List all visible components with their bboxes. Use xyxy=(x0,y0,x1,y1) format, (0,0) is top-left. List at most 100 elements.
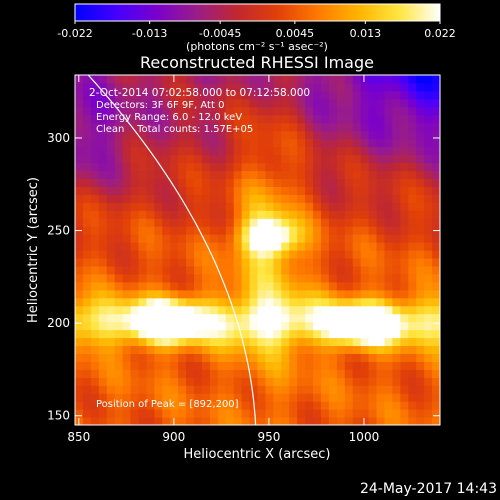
heatmap-cell xyxy=(257,186,267,195)
heatmap-cell xyxy=(130,82,140,92)
heatmap-cell xyxy=(368,337,378,347)
heatmap-cell xyxy=(408,321,417,331)
heatmap-cell xyxy=(146,122,155,132)
heatmap-cell xyxy=(209,226,219,235)
heatmap-cell xyxy=(217,385,227,394)
heatmap-cell xyxy=(154,130,163,140)
heatmap-cell xyxy=(384,218,393,227)
heatmap-cell xyxy=(273,146,282,156)
heatmap-cell xyxy=(360,281,370,291)
heatmap-cell xyxy=(75,106,84,116)
heatmap-cell xyxy=(360,337,370,347)
heatmap-cell xyxy=(122,218,132,227)
heatmap-cell xyxy=(336,265,346,275)
heatmap-cell xyxy=(416,130,425,140)
heatmap-cell xyxy=(384,401,393,410)
heatmap-cell xyxy=(98,114,108,124)
heatmap-cell xyxy=(416,273,425,283)
heatmap-cell xyxy=(233,257,243,267)
heatmap-cell xyxy=(384,114,393,124)
heatmap-cell xyxy=(416,202,425,211)
heatmap-cell xyxy=(305,393,314,402)
heatmap-cell xyxy=(170,90,179,100)
heatmap-cell xyxy=(265,289,274,299)
heatmap-cell xyxy=(408,210,417,219)
heatmap-cell xyxy=(328,417,338,425)
heatmap-cell xyxy=(122,353,132,362)
heatmap-cell xyxy=(416,162,425,172)
heatmap-cell xyxy=(106,281,116,291)
heatmap-cell xyxy=(384,250,393,259)
heatmap-cell xyxy=(170,313,179,323)
heatmap-cell xyxy=(424,417,433,425)
heatmap-cell xyxy=(416,329,425,339)
heatmap-cell xyxy=(75,313,84,323)
heatmap-cell xyxy=(305,138,314,148)
heatmap-cell xyxy=(273,154,282,164)
heatmap-cell xyxy=(241,265,251,275)
heatmap-cell xyxy=(265,329,274,339)
heatmap-cell xyxy=(289,234,298,243)
heatmap-cell xyxy=(90,202,100,211)
heatmap-cell xyxy=(344,305,354,315)
heatmap-cell xyxy=(201,337,211,347)
heatmap-cell xyxy=(320,210,330,219)
heatmap-cell xyxy=(328,329,338,339)
heatmap-cell xyxy=(114,321,124,331)
heatmap-cell xyxy=(273,194,282,203)
heatmap-cell xyxy=(75,337,84,347)
heatmap-cell xyxy=(225,369,235,378)
heatmap-cell xyxy=(186,401,195,410)
heatmap-cell xyxy=(392,289,401,299)
heatmap-cell xyxy=(320,82,330,92)
heatmap-cell xyxy=(313,170,322,180)
heatmap-cell xyxy=(225,257,235,267)
heatmap-cell xyxy=(416,297,425,307)
heatmap-cell xyxy=(233,281,243,291)
heatmap-cell xyxy=(225,305,235,315)
heatmap-cell xyxy=(352,194,362,203)
heatmap-cell xyxy=(75,90,84,100)
heatmap-cell xyxy=(241,297,251,307)
heatmap-cell xyxy=(320,146,330,156)
heatmap-cell xyxy=(416,409,425,418)
heatmap-cell xyxy=(368,138,378,148)
heatmap-cell xyxy=(98,401,108,410)
heatmap-cell xyxy=(98,361,108,370)
heatmap-cell xyxy=(194,297,203,307)
heatmap-cell xyxy=(368,257,378,267)
heatmap-cell xyxy=(82,154,92,164)
heatmap-cell xyxy=(416,401,425,410)
heatmap-cell xyxy=(344,82,354,92)
heatmap-cell xyxy=(281,82,290,92)
heatmap-cell xyxy=(352,186,362,195)
heatmap-cell xyxy=(162,138,171,148)
heatmap-cell xyxy=(368,353,378,362)
heatmap-cell xyxy=(130,305,140,315)
heatmap-cell xyxy=(281,289,290,299)
heatmap-cell xyxy=(257,297,267,307)
heatmap-cell xyxy=(217,98,227,108)
heatmap-cell xyxy=(178,417,187,425)
heatmap-cell xyxy=(400,138,409,148)
heatmap-cell xyxy=(313,305,322,315)
heatmap-cell xyxy=(225,75,235,84)
heatmap-cell xyxy=(225,138,235,148)
heatmap-cell xyxy=(75,186,84,195)
heatmap-cell xyxy=(217,257,227,267)
heatmap-cell xyxy=(233,170,243,180)
heatmap-cell xyxy=(289,154,298,164)
heatmap-cell xyxy=(178,210,187,219)
heatmap-cell xyxy=(289,194,298,203)
heatmap-cell xyxy=(241,218,251,227)
heatmap-cell xyxy=(265,377,274,386)
heatmap-cell xyxy=(281,337,290,347)
heatmap-cell xyxy=(360,321,370,331)
heatmap-cell xyxy=(217,170,227,180)
heatmap-cell xyxy=(400,409,409,418)
heatmap-cell xyxy=(209,257,219,267)
heatmap-cell xyxy=(233,297,243,307)
heatmap-cell xyxy=(328,218,338,227)
heatmap-cell xyxy=(360,393,370,402)
heatmap-cell xyxy=(225,409,235,418)
